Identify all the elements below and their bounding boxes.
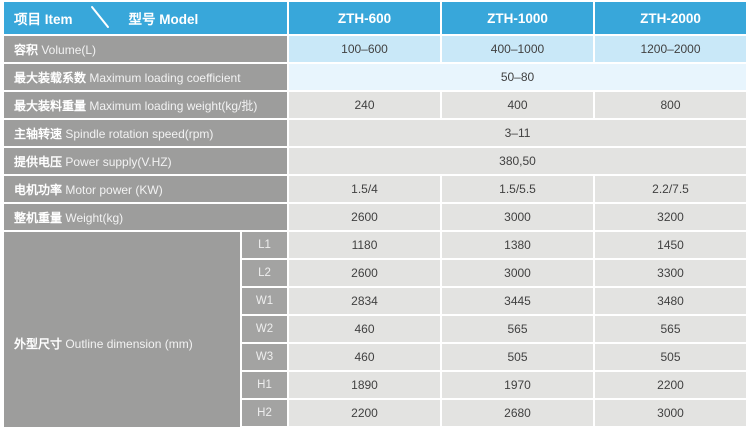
value-cell: 2600 [289, 260, 440, 286]
value-cell: 3445 [442, 288, 593, 314]
table-row-dimension-L2: L2 2600 3000 3300 [4, 260, 746, 286]
row-label-loading-coefficient: 最大装载系数 Maximum loading coefficient [3, 64, 287, 90]
dimension-sub-label: H2 [241, 400, 287, 426]
value-cell: 505 [442, 344, 593, 370]
value-cell: 565 [595, 316, 746, 342]
value-cell: 1970 [442, 372, 593, 398]
table-row-dimension-H1: H1 1890 1970 2200 [4, 372, 746, 398]
dimension-sub-label: L1 [241, 232, 287, 258]
dimension-sub-label: H1 [241, 372, 287, 398]
value-cell: 2680 [442, 400, 593, 426]
value-cell: 1180 [289, 232, 440, 258]
value-cell: 3000 [595, 400, 746, 426]
value-cell: 460 [289, 344, 440, 370]
value-cell: 1200–2000 [595, 36, 746, 62]
dimension-sub-label: W2 [241, 316, 287, 342]
value-cell: 2.2/7.5 [595, 176, 746, 202]
value-cell: 3480 [595, 288, 746, 314]
dimension-sub-label: W3 [241, 344, 287, 370]
table-row-dimension-W3: W3 460 505 505 [4, 344, 746, 370]
value-cell-span: 3–11 [289, 120, 746, 146]
diagonal-divider-icon [89, 5, 111, 32]
value-cell: 400 [442, 92, 593, 118]
model-label-zh: 型号 [128, 12, 156, 27]
dimension-sub-label: W1 [241, 288, 287, 314]
row-label-loading-weight: 最大装料重量 Maximum loading weight(kg/批) [3, 92, 287, 118]
table-row-dimension-L1: 外型尺寸 Outline dimension (mm) L1 1180 1380… [3, 232, 746, 427]
value-cell: 565 [442, 316, 593, 342]
value-cell: 2834 [289, 288, 440, 314]
value-cell: 1.5/5.5 [442, 176, 593, 202]
table-row-weight: 整机重量 Weight(kg) 2600 3000 3200 [3, 204, 746, 230]
row-label-outline-dimension: 外型尺寸 Outline dimension (mm) [3, 232, 240, 427]
value-cell: 3200 [595, 204, 746, 230]
value-cell: 2600 [289, 204, 440, 230]
table-row-dimension-W2: W2 460 565 565 [4, 316, 746, 342]
table-row-loading-weight: 最大装料重量 Maximum loading weight(kg/批) 240 … [3, 92, 746, 118]
item-label: 项目 Item [14, 8, 73, 28]
row-label-spindle-speed: 主轴转速 Spindle rotation speed(rpm) [3, 120, 287, 146]
corner-header: 项目 Item 型号 Model [3, 2, 287, 34]
value-cell-span: 380,50 [289, 148, 746, 174]
model-label-en: Model [159, 12, 199, 27]
value-cell: 2200 [595, 372, 746, 398]
column-header-zth600: ZTH-600 [289, 2, 440, 34]
table-row-loading-coefficient: 最大装载系数 Maximum loading coefficient 50–80 [3, 64, 746, 90]
value-cell: 1380 [442, 232, 593, 258]
value-cell: 240 [289, 92, 440, 118]
value-cell: 400–1000 [442, 36, 593, 62]
item-label-en: Item [44, 12, 73, 27]
model-label: 型号 Model [129, 8, 199, 28]
value-cell: 1.5/4 [289, 176, 440, 202]
table-row-power-supply: 提供电压 Power supply(V.HZ) 380,50 [3, 148, 746, 174]
table-row-motor-power: 电机功率 Motor power (KW) 1.5/4 1.5/5.5 2.2/… [3, 176, 746, 202]
value-cell: 800 [595, 92, 746, 118]
value-cell: 3000 [442, 204, 593, 230]
table-row-spindle-speed: 主轴转速 Spindle rotation speed(rpm) 3–11 [3, 120, 746, 146]
column-header-zth2000: ZTH-2000 [595, 2, 746, 34]
value-cell: 3300 [595, 260, 746, 286]
column-header-zth1000: ZTH-1000 [442, 2, 593, 34]
table-row-dimension-H2: H2 2200 2680 3000 [4, 400, 746, 426]
value-cell: 1890 [289, 372, 440, 398]
table-row-volume: 容积 Volume(L) 100–600 400–1000 1200–2000 [3, 36, 746, 62]
item-label-zh: 项目 [13, 12, 41, 27]
value-cell-span: 50–80 [289, 64, 746, 90]
value-cell: 505 [595, 344, 746, 370]
value-cell: 3000 [442, 260, 593, 286]
value-cell: 2200 [289, 400, 440, 426]
row-label-volume: 容积 Volume(L) [3, 36, 287, 62]
row-label-weight: 整机重量 Weight(kg) [3, 204, 287, 230]
header-row: 项目 Item 型号 Model ZTH-600 ZTH-1000 ZTH-20… [3, 2, 746, 34]
value-cell: 1450 [595, 232, 746, 258]
dimension-sub-label: L2 [241, 260, 287, 286]
row-label-power-supply: 提供电压 Power supply(V.HZ) [3, 148, 287, 174]
row-label-motor-power: 电机功率 Motor power (KW) [3, 176, 287, 202]
value-cell: 460 [289, 316, 440, 342]
value-cell: 100–600 [289, 36, 440, 62]
table-row-dimension-W1: W1 2834 3445 3480 [4, 288, 746, 314]
